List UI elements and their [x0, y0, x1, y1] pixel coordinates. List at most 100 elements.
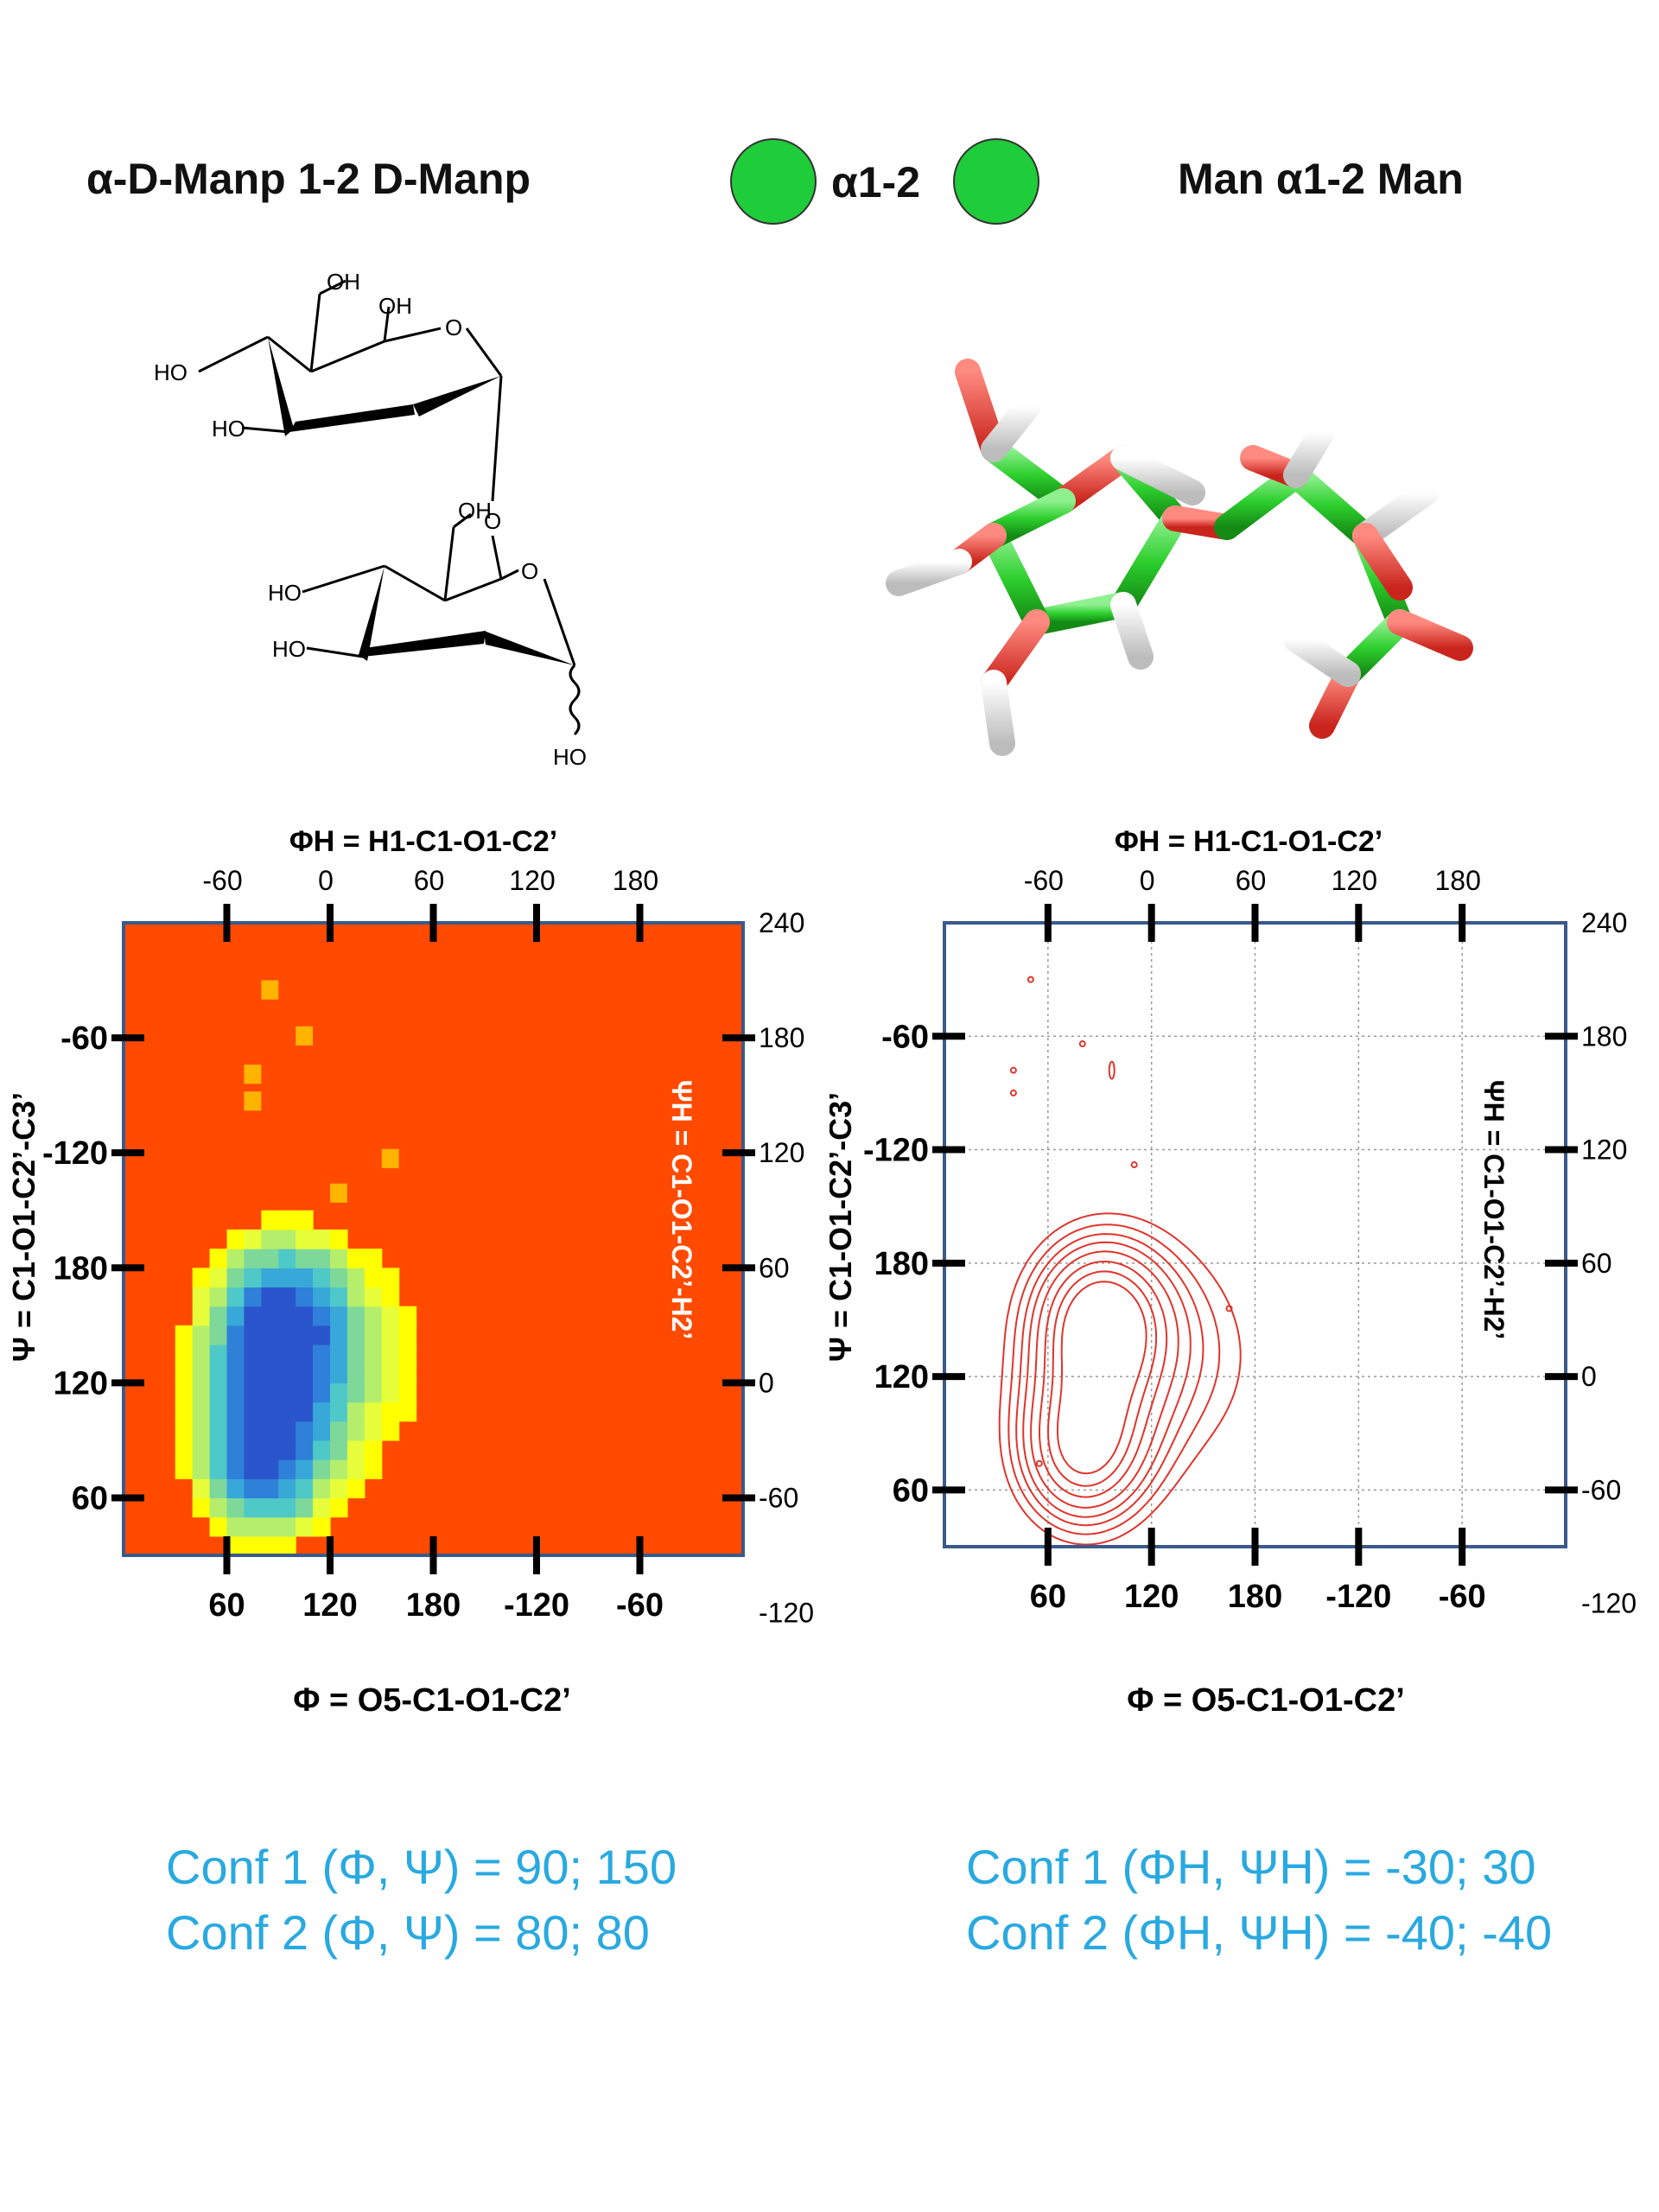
structure-label: HO	[212, 416, 245, 442]
heatmap-cell	[244, 1440, 262, 1460]
molecular-3d-model	[886, 281, 1473, 756]
heatmap-cell	[278, 1382, 296, 1403]
heatmap-cell	[313, 1478, 331, 1499]
heatmap-cell	[381, 1382, 400, 1403]
heatmap-cell	[261, 1459, 279, 1479]
heatmap-cell	[346, 1268, 365, 1288]
heatmap-cell	[346, 1478, 365, 1499]
heatmap-cells	[175, 980, 417, 1556]
heatmap-cell	[244, 1325, 262, 1345]
y-tick-label: -120	[42, 1135, 108, 1172]
heatmap-cell	[244, 1065, 262, 1084]
heatmap-cell	[175, 1363, 194, 1383]
bottom-axis-label: Φ = O5-C1-O1-C2’	[293, 1682, 571, 1719]
heatmap-cell	[278, 1440, 296, 1460]
heatmap-cell	[226, 1325, 245, 1345]
top-axis-label: ΦH = H1-C1-O1-C2’	[1115, 825, 1382, 858]
contour-level	[1039, 1261, 1168, 1498]
conf-left-2: Conf 2 (Φ, Ψ) = 80; 80	[166, 1905, 650, 1960]
heatmap-cell	[381, 1421, 400, 1441]
linkage-label: α1-2	[831, 158, 921, 207]
heatmap-cell	[313, 1497, 331, 1518]
chemical-structure: OH OH O HO HO O OH O HO HO HO	[154, 269, 587, 770]
heatmap-cell	[346, 1459, 365, 1479]
heatmap-cell	[244, 1382, 262, 1403]
x-tick-label: -60	[1024, 865, 1064, 896]
heatmap-cell	[278, 1306, 296, 1326]
heatmap-cell	[192, 1440, 211, 1460]
heatmap-cell	[381, 1363, 400, 1383]
heatmap-cell	[278, 1363, 296, 1383]
heatmap-cell	[209, 1382, 228, 1403]
heatmap-cell	[261, 1325, 279, 1345]
heatmap-cell	[226, 1478, 245, 1499]
heatmap-cell	[296, 1363, 314, 1383]
structure-label: HO	[553, 744, 587, 770]
heatmap-cell	[261, 1535, 279, 1556]
heatmap-cell	[296, 1268, 314, 1288]
heatmap-cell	[398, 1325, 417, 1345]
heatmap-cell	[192, 1363, 211, 1383]
heatmap-cell	[261, 1402, 279, 1422]
conf-right-1: Conf 1 (ΦH, ΨH) = -30; 30	[966, 1840, 1536, 1894]
x-tick-label: 180	[406, 1587, 461, 1624]
heatmap-cell	[244, 1516, 262, 1537]
structure-label: OH	[327, 269, 360, 295]
heatmap-cell	[313, 1287, 331, 1307]
heatmap-cell	[364, 1440, 383, 1460]
heatmap-cell	[278, 1325, 296, 1345]
heatmap-cell	[296, 1459, 314, 1479]
heatmap-cell	[296, 1249, 314, 1268]
heatmap-cell	[330, 1183, 347, 1203]
heatmap-cell	[346, 1382, 365, 1403]
heatmap-cell	[398, 1382, 417, 1403]
heatmap-cell	[192, 1478, 211, 1499]
y-tick-label: 120	[54, 1365, 108, 1402]
x-tick-label: -60	[1439, 1579, 1486, 1615]
contour-island	[1035, 1459, 1043, 1467]
heatmap-cell	[261, 1516, 279, 1537]
heatmap-cell	[364, 1344, 383, 1364]
heatmap-cell	[346, 1421, 365, 1441]
heatmap-cell	[381, 1148, 399, 1168]
heatmap-cell	[278, 1421, 296, 1441]
heatmap-cell	[296, 1440, 314, 1460]
heatmap-cell	[313, 1268, 331, 1288]
contour-lines	[998, 1212, 1242, 1546]
heatmap-cell	[364, 1363, 383, 1383]
heatmap-cell	[278, 1249, 296, 1268]
x-tick-label: 120	[302, 1587, 357, 1624]
heatmap-cell	[175, 1382, 194, 1403]
x-tick-label: 0	[1140, 865, 1155, 896]
heatmap-cell	[296, 1229, 314, 1249]
heatmap-cell	[261, 1421, 279, 1441]
heatmap-cell	[346, 1306, 365, 1326]
grid	[944, 923, 1566, 1547]
heatmap-cell	[330, 1402, 348, 1422]
heatmap-cell	[226, 1363, 245, 1383]
x-tick-label: 120	[1124, 1579, 1179, 1615]
y-tick-label: 60	[759, 1252, 790, 1283]
heatmap-cell	[398, 1363, 417, 1383]
heatmap-cell	[244, 1287, 262, 1307]
heatmap-cell	[244, 1478, 262, 1499]
heatmap-cell	[209, 1363, 228, 1383]
y-tick-label: 120	[874, 1359, 929, 1395]
heatmap-cell	[346, 1287, 365, 1307]
y-tick-label: -60	[881, 1019, 929, 1055]
y-tick-label: 180	[1581, 1020, 1627, 1052]
heatmap-cell	[192, 1344, 211, 1364]
contour-level	[1047, 1270, 1158, 1487]
heatmap-cell	[330, 1382, 348, 1403]
heatmap-cell	[192, 1268, 211, 1288]
y-tick-label: 240	[1581, 907, 1627, 938]
heatmap-cell	[313, 1306, 331, 1326]
heatmap-cell	[261, 980, 279, 1000]
heatmap-cell	[278, 1459, 296, 1479]
heatmap-cell	[261, 1440, 279, 1460]
heatmap-cell	[278, 1516, 296, 1537]
y-tick-label: 60	[1581, 1248, 1612, 1279]
monosaccharide-symbol-right	[953, 138, 1039, 225]
x-tick-label: -120	[1325, 1579, 1391, 1615]
contour-island	[1225, 1305, 1233, 1313]
